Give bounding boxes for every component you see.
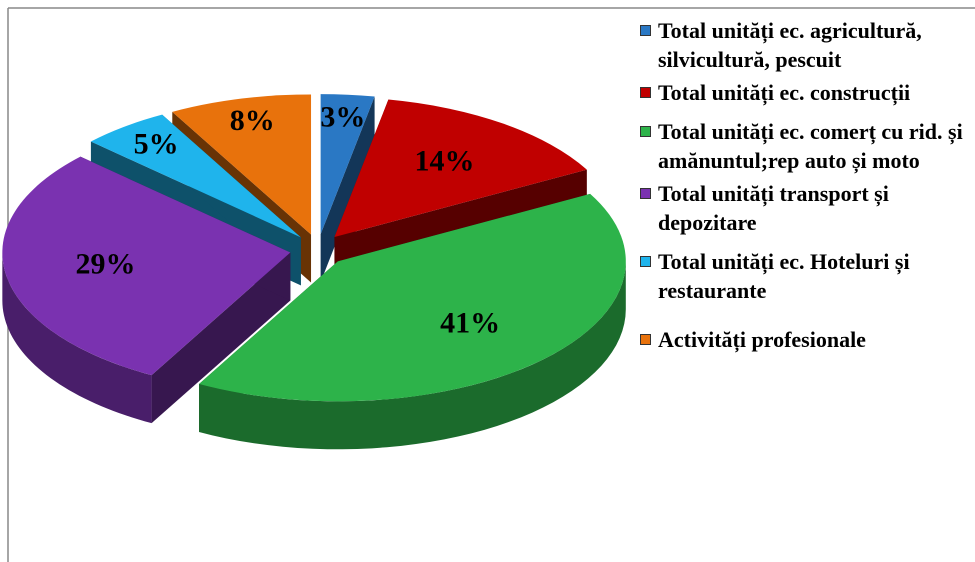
legend-label: Total unități ec. construcții (658, 80, 911, 105)
legend-entry: Total unități ec. comerț cu rid. și amăn… (636, 117, 975, 175)
data-label: 3% (320, 101, 365, 134)
slice-wall (320, 96, 375, 283)
data-label: 5% (134, 128, 179, 161)
slice-top (334, 99, 587, 238)
slice (199, 193, 626, 450)
data-label: 29% (75, 248, 135, 281)
legend-label: Activități profesionale (658, 327, 866, 352)
legend-swatch (640, 87, 651, 98)
legend-swatch (640, 256, 651, 267)
legend-swatch (640, 334, 651, 345)
data-label: 14% (414, 144, 474, 177)
legend-label: Total unități transport și depozitare (658, 181, 889, 235)
legend-entry: Activități profesionale (636, 325, 975, 354)
legend-swatch (640, 126, 651, 137)
slice-wall (151, 252, 291, 424)
legend-entry: Total unități ec. construcții (636, 78, 975, 107)
legend-entry: Total unități ec. agricultură, silvicult… (636, 16, 975, 74)
slice-top (320, 94, 375, 235)
data-label: 8% (230, 104, 275, 137)
legend-swatch (640, 25, 651, 36)
legend-label: Total unități ec. comerț cu rid. și amăn… (658, 119, 963, 173)
slice (2, 156, 291, 424)
legend-entry: Total unități transport și depozitare (636, 179, 975, 237)
legend-swatch (640, 188, 651, 199)
slice (320, 94, 375, 283)
slice-top (199, 193, 626, 402)
slice-top (2, 156, 291, 376)
data-label: 41% (440, 307, 500, 340)
legend-entry: Total unități ec. Hoteluri și restaurant… (636, 247, 975, 305)
slice-top (90, 114, 301, 238)
slice-side (199, 261, 626, 450)
legend: Total unități ec. agricultură, silvicult… (636, 16, 975, 354)
slice-side (2, 252, 152, 424)
slice-top (172, 94, 312, 235)
legend-label: Total unități ec. Hoteluri și restaurant… (658, 249, 910, 303)
legend-label: Total unități ec. agricultură, silvicult… (658, 18, 922, 72)
